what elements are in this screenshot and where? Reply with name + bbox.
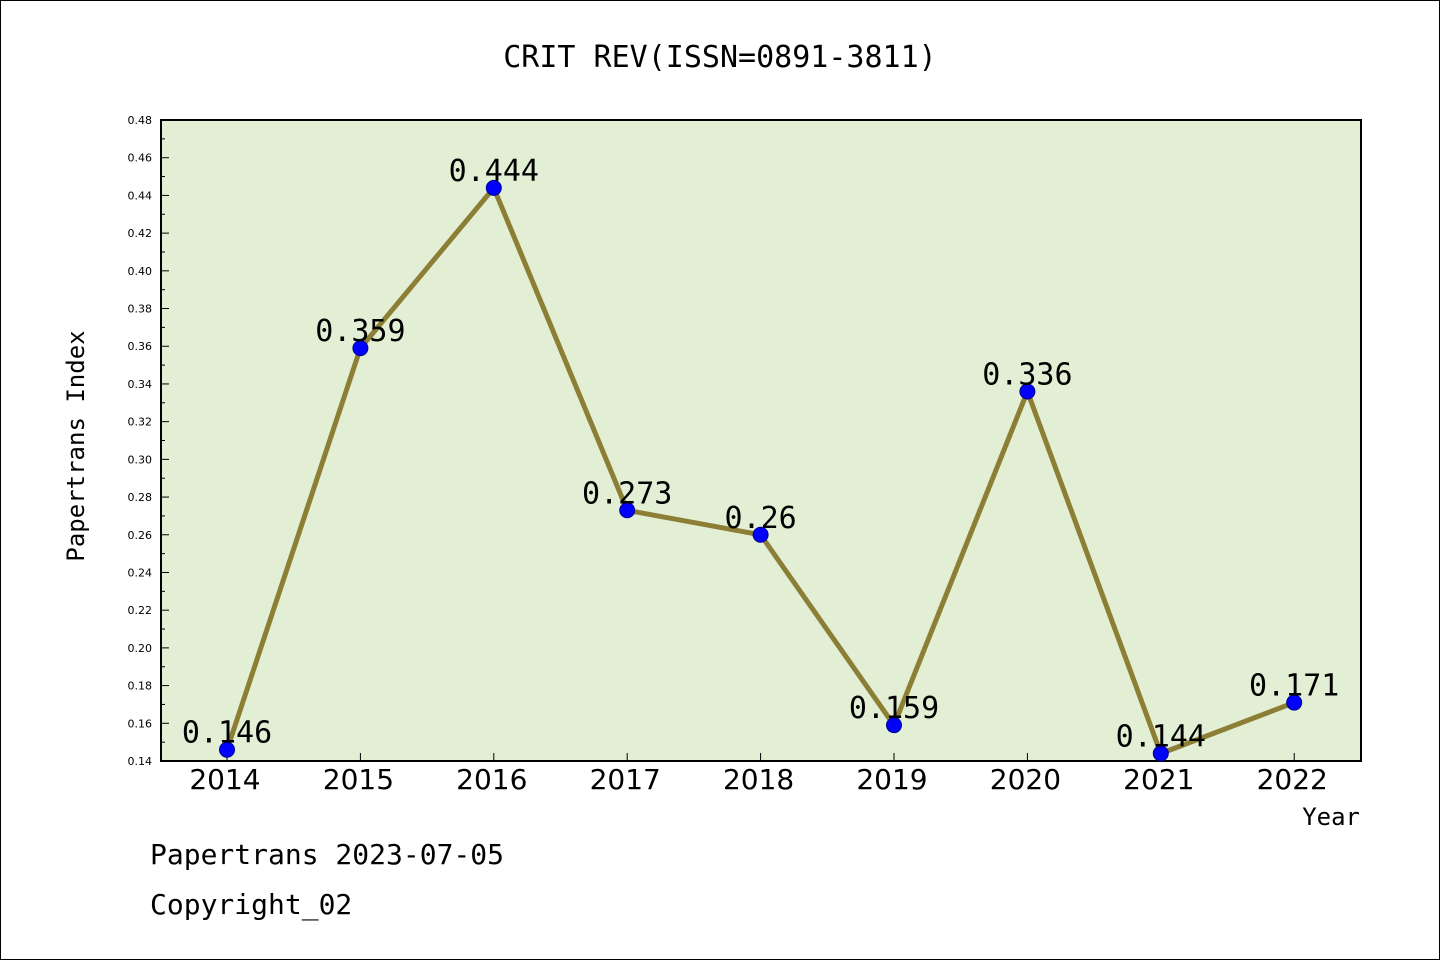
data-point <box>1286 694 1303 711</box>
x-tick-label: 2017 <box>590 763 661 796</box>
plot-area <box>160 119 1362 762</box>
x-axis: 2014 2015 2016 2017 2018 2019 2020 2021 2022 <box>189 753 1328 796</box>
y-axis-label: Papertrans Index <box>62 330 90 561</box>
y-tick-label: 0.22 <box>128 604 153 617</box>
x-tick-label: 2021 <box>1123 763 1194 796</box>
y-tick-label: 0.16 <box>128 717 153 730</box>
x-tick-label: 2016 <box>456 763 527 796</box>
y-tick-label: 0.26 <box>128 529 153 542</box>
data-label: 0.144 <box>1116 719 1206 754</box>
y-tick-label: 0.44 <box>128 189 153 202</box>
data-point <box>1019 383 1036 400</box>
data-label: 0.159 <box>849 691 939 726</box>
y-tick-label: 0.14 <box>128 755 153 768</box>
series-layer: 0.146 0.359 0.444 0.273 0.26 0.159 0.336 0.144 0… <box>182 154 1339 762</box>
x-tick-label: 2020 <box>990 763 1061 796</box>
data-label: 0.146 <box>182 716 272 751</box>
data-label: 0.444 <box>449 154 539 189</box>
data-point <box>1152 745 1169 762</box>
data-label: 0.171 <box>1249 669 1339 704</box>
y-axis: 0.14 0.16 0.18 0.20 0.22 0.24 0.26 0.28 0.30 0.32… <box>128 114 169 768</box>
data-point <box>352 340 369 357</box>
y-tick-label: 0.36 <box>128 340 153 353</box>
chart-title: CRIT REV(ISSN=0891-3811) <box>503 40 936 75</box>
y-tick-label: 0.32 <box>128 416 153 429</box>
x-tick-label: 2015 <box>323 763 394 796</box>
data-point <box>886 717 902 734</box>
x-tick-label: 2019 <box>856 763 927 796</box>
data-point <box>752 526 769 543</box>
data-point <box>219 741 235 758</box>
data-point <box>485 179 502 196</box>
footer-copyright: Copyright_02 <box>150 888 352 922</box>
y-tick-label: 0.42 <box>128 227 153 240</box>
y-tick-label: 0.48 <box>128 114 153 127</box>
x-tick-label: 2018 <box>723 763 794 796</box>
x-axis-label: Year <box>1302 803 1360 831</box>
y-tick-label: 0.24 <box>128 566 153 579</box>
y-tick-label: 0.20 <box>128 642 153 655</box>
y-tick-label: 0.34 <box>128 378 153 391</box>
data-label: 0.273 <box>582 476 672 511</box>
x-tick-label: 2022 <box>1257 763 1328 796</box>
x-tick-label: 2014 <box>189 763 260 796</box>
y-tick-label: 0.30 <box>128 453 153 466</box>
data-label: 0.359 <box>315 314 405 349</box>
y-tick-label: 0.40 <box>128 265 153 278</box>
y-tick-label: 0.38 <box>128 303 153 316</box>
y-tick-label: 0.18 <box>128 680 153 693</box>
data-point <box>619 502 636 519</box>
data-label: 0.336 <box>982 357 1072 392</box>
data-label: 0.26 <box>724 501 796 536</box>
y-tick-label: 0.46 <box>128 152 153 165</box>
y-tick-label: 0.28 <box>128 491 153 504</box>
footer-date: Papertrans 2023-07-05 <box>150 838 504 871</box>
